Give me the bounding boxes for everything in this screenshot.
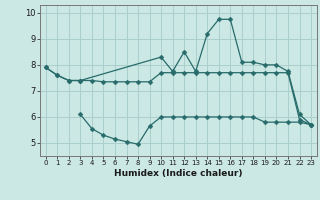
X-axis label: Humidex (Indice chaleur): Humidex (Indice chaleur) [114,169,243,178]
